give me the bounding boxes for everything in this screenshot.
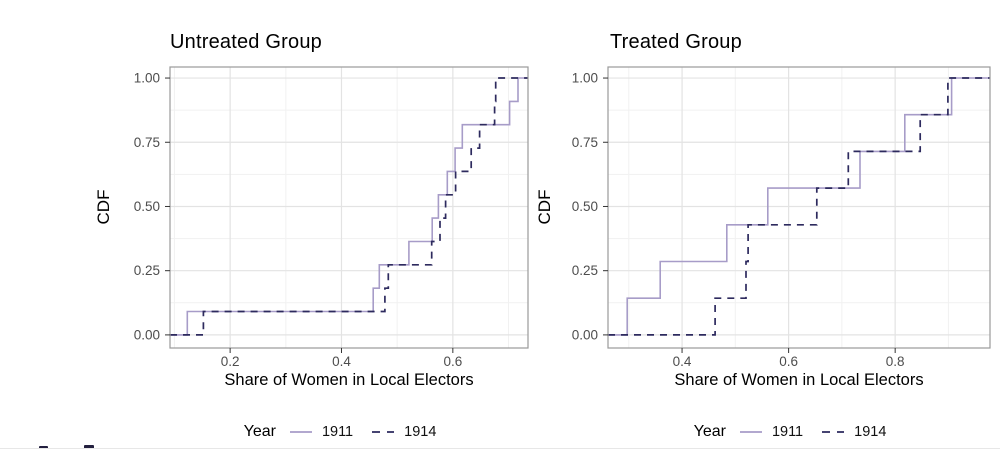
legend-untreated: Year 1911 1914 bbox=[170, 420, 528, 444]
panel-border bbox=[169, 66, 529, 349]
x-tick-label: 0.2 bbox=[221, 354, 240, 369]
legend-key-1911-solid-line bbox=[739, 431, 762, 433]
chart-title-treated: Treated Group bbox=[610, 31, 742, 53]
y-tick-label: 0.00 bbox=[572, 327, 598, 342]
cdf-line-1914 bbox=[608, 77, 990, 336]
legend-treated: Year 1911 1914 bbox=[608, 420, 990, 444]
y-tick-label: 0.00 bbox=[134, 327, 160, 342]
legend-label-1911: 1911 bbox=[321, 424, 354, 440]
legend-title: Year bbox=[243, 423, 276, 440]
cdf-line-1911 bbox=[170, 77, 528, 336]
y-axis-title-untreated: CDF bbox=[94, 189, 113, 225]
x-tick-label: 0.6 bbox=[443, 354, 462, 369]
legend-title: Year bbox=[693, 423, 726, 440]
x-tick-label: 0.8 bbox=[886, 354, 905, 369]
x-axis-title-untreated: Share of Women in Local Electors bbox=[224, 371, 474, 389]
y-tick-label: 0.50 bbox=[572, 199, 598, 214]
cdf-line-1911 bbox=[608, 77, 990, 336]
y-tick-label: 0.25 bbox=[134, 263, 160, 278]
y-tick-label: 1.00 bbox=[134, 71, 160, 86]
x-axis-title-treated: Share of Women in Local Electors bbox=[674, 371, 924, 389]
y-axis-title-treated: CDF bbox=[535, 189, 554, 225]
cut-off-text-fragment bbox=[39, 446, 48, 449]
cdf-line-1914 bbox=[170, 77, 528, 336]
legend-label-1914: 1914 bbox=[854, 424, 887, 440]
y-tick-label: 1.00 bbox=[572, 71, 598, 86]
panel-border bbox=[607, 66, 991, 349]
legend-key-1911-solid-line bbox=[289, 431, 312, 433]
legend-label-1914: 1914 bbox=[404, 424, 437, 440]
legend-label-1911: 1911 bbox=[771, 424, 804, 440]
cut-off-text-fragment bbox=[84, 445, 94, 449]
x-tick-label: 0.6 bbox=[779, 354, 798, 369]
legend-key-1914-dashed-line bbox=[372, 431, 395, 433]
y-tick-label: 0.75 bbox=[134, 135, 160, 150]
chart-title-untreated: Untreated Group bbox=[170, 31, 322, 53]
y-tick-label: 0.50 bbox=[134, 199, 160, 214]
y-tick-label: 0.75 bbox=[572, 135, 598, 150]
y-tick-label: 0.25 bbox=[572, 263, 598, 278]
x-tick-label: 0.4 bbox=[332, 354, 351, 369]
legend-key-1914-dashed-line bbox=[822, 431, 845, 433]
x-tick-label: 0.4 bbox=[673, 354, 692, 369]
